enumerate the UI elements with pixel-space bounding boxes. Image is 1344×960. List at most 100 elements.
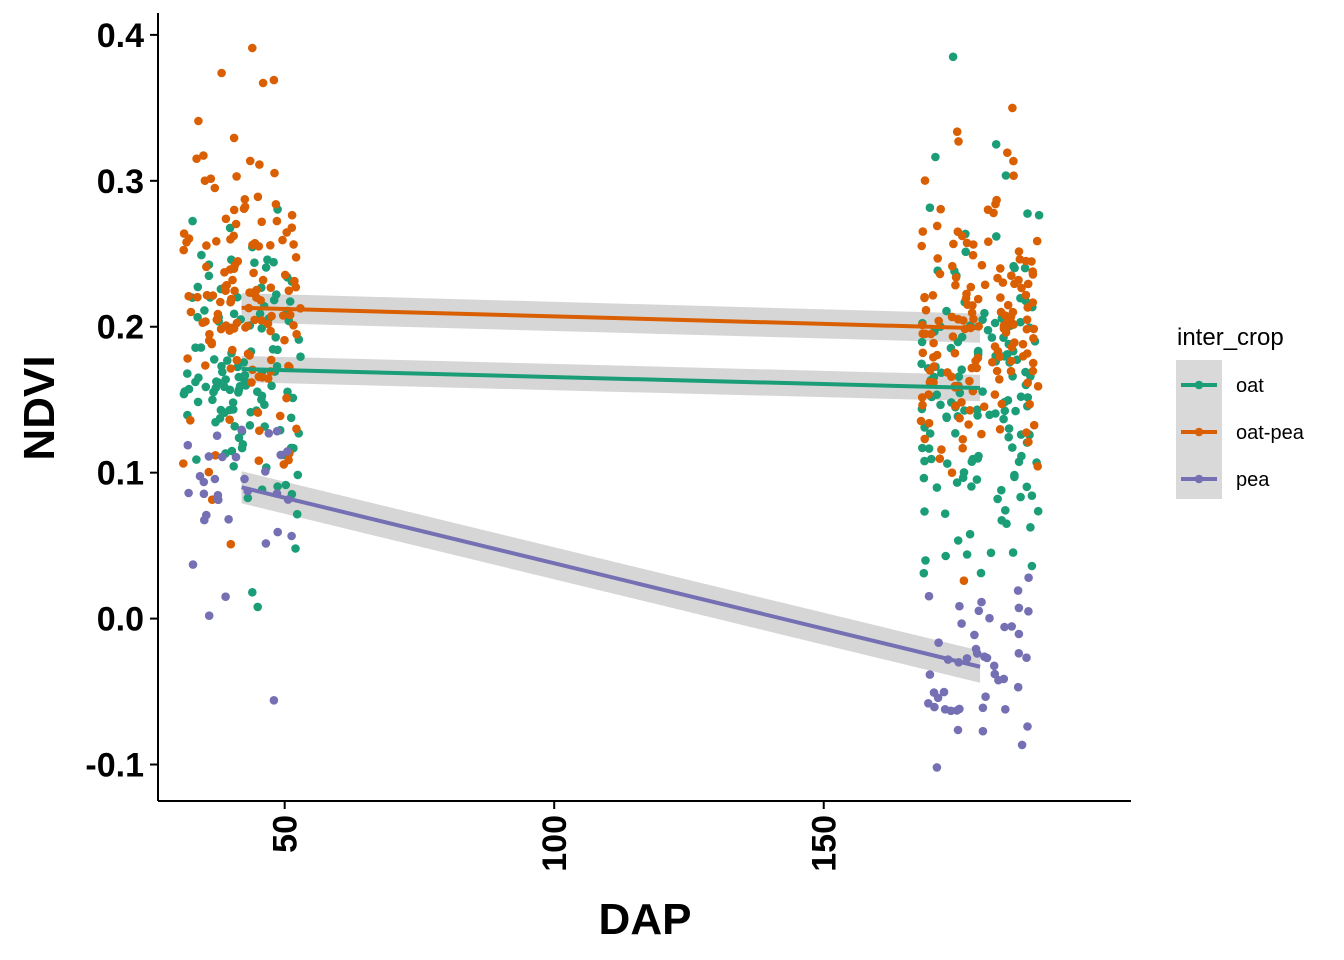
point-oat <box>201 382 211 392</box>
point-oat-pea <box>1023 349 1032 358</box>
y-tick-label: 0.4 <box>97 17 144 55</box>
legend-title: inter_crop <box>1177 324 1284 351</box>
point-oat <box>1004 432 1013 442</box>
point-pea <box>283 447 292 456</box>
point-oat-pea <box>937 445 946 454</box>
point-oat-pea <box>184 234 194 243</box>
point-oat-pea <box>964 420 973 429</box>
confidence-ribbons <box>241 293 981 683</box>
point-oat-pea <box>1023 378 1032 388</box>
point-pea <box>970 630 979 640</box>
point-oat <box>954 372 964 382</box>
point-oat-pea <box>271 200 281 209</box>
point-oat <box>234 433 244 443</box>
point-oat <box>267 381 276 391</box>
point-oat <box>1023 393 1033 402</box>
point-oat-pea <box>248 43 257 53</box>
point-oat-pea <box>1007 271 1016 281</box>
point-oat-pea <box>257 316 266 325</box>
point-pea <box>1014 649 1024 658</box>
point-oat-pea <box>205 329 214 339</box>
point-pea <box>1014 603 1024 613</box>
point-oat-pea <box>972 363 981 373</box>
point-oat-pea <box>254 426 264 436</box>
point-oat-pea <box>966 282 976 292</box>
point-oat <box>1010 263 1019 273</box>
point-pea <box>287 531 296 541</box>
point-oat <box>1004 424 1014 433</box>
point-oat-pea <box>918 400 927 410</box>
point-oat <box>257 324 267 333</box>
point-oat <box>990 318 1000 328</box>
point-oat <box>932 483 942 492</box>
point-oat-pea <box>213 309 223 319</box>
point-pea <box>195 471 205 481</box>
point-oat-pea <box>916 416 926 426</box>
point-oat-pea <box>943 368 952 377</box>
point-oat <box>194 373 203 383</box>
point-oat-pea <box>247 378 256 387</box>
point-oat-pea <box>216 324 226 334</box>
point-oat-pea <box>250 238 260 248</box>
trend-line-oat-pea <box>241 305 981 331</box>
point-oat <box>1002 519 1011 528</box>
point-oat-pea <box>287 210 297 220</box>
point-pea <box>210 474 220 484</box>
point-pea <box>231 452 241 462</box>
point-oat-pea <box>992 366 1002 376</box>
point-oat-pea <box>229 133 239 143</box>
point-oat-pea <box>230 261 240 270</box>
point-oat-pea <box>977 260 987 270</box>
point-oat <box>978 315 987 325</box>
point-oat-pea <box>1028 366 1038 376</box>
point-oat-pea <box>1001 328 1011 337</box>
point-oat-pea <box>212 237 221 246</box>
point-oat-pea <box>221 286 230 296</box>
point-oat-pea <box>183 354 192 363</box>
point-oat-pea <box>245 288 254 297</box>
point-pea <box>957 619 966 628</box>
point-pea <box>1017 740 1027 750</box>
y-tick-label: 0.3 <box>97 163 144 201</box>
point-pea <box>929 688 939 697</box>
point-oat-pea <box>1028 267 1037 276</box>
point-pea <box>939 687 949 697</box>
point-oat <box>193 282 203 292</box>
point-oat <box>188 216 197 226</box>
point-oat-pea <box>988 357 997 367</box>
point-oat-pea <box>1029 324 1039 334</box>
point-pea <box>953 725 963 735</box>
point-pea <box>240 474 249 484</box>
point-pea <box>212 431 222 441</box>
point-oat-pea <box>217 68 226 78</box>
point-pea <box>989 661 999 671</box>
point-oat <box>940 509 950 518</box>
point-oat <box>927 454 936 464</box>
point-oat <box>250 258 259 268</box>
point-oat-pea <box>1033 382 1043 391</box>
point-oat <box>976 568 986 578</box>
point-oat-pea <box>995 375 1004 384</box>
point-oat-pea <box>1024 437 1033 447</box>
point-oat-pea <box>284 286 294 296</box>
point-oat-pea <box>1006 312 1016 321</box>
point-oat <box>941 551 950 561</box>
point-oat-pea <box>272 216 282 226</box>
point-oat <box>992 232 1001 241</box>
plot-area <box>179 43 1044 772</box>
point-oat-pea <box>996 264 1005 273</box>
point-oat <box>1008 548 1018 557</box>
point-oat-pea <box>232 172 241 181</box>
point-oat-pea <box>999 321 1009 331</box>
point-oat <box>972 475 982 484</box>
point-oat <box>986 548 996 558</box>
point-oat <box>229 309 239 319</box>
point-oat-pea <box>228 345 237 355</box>
point-oat-pea <box>983 205 993 214</box>
point-oat <box>1001 506 1010 515</box>
point-oat <box>253 602 262 612</box>
point-oat-pea <box>951 273 961 282</box>
point-oat-pea <box>1014 247 1024 256</box>
legend: inter_crop oat oat-pea pea <box>1176 324 1305 499</box>
x-tick-label: 100 <box>536 815 574 872</box>
